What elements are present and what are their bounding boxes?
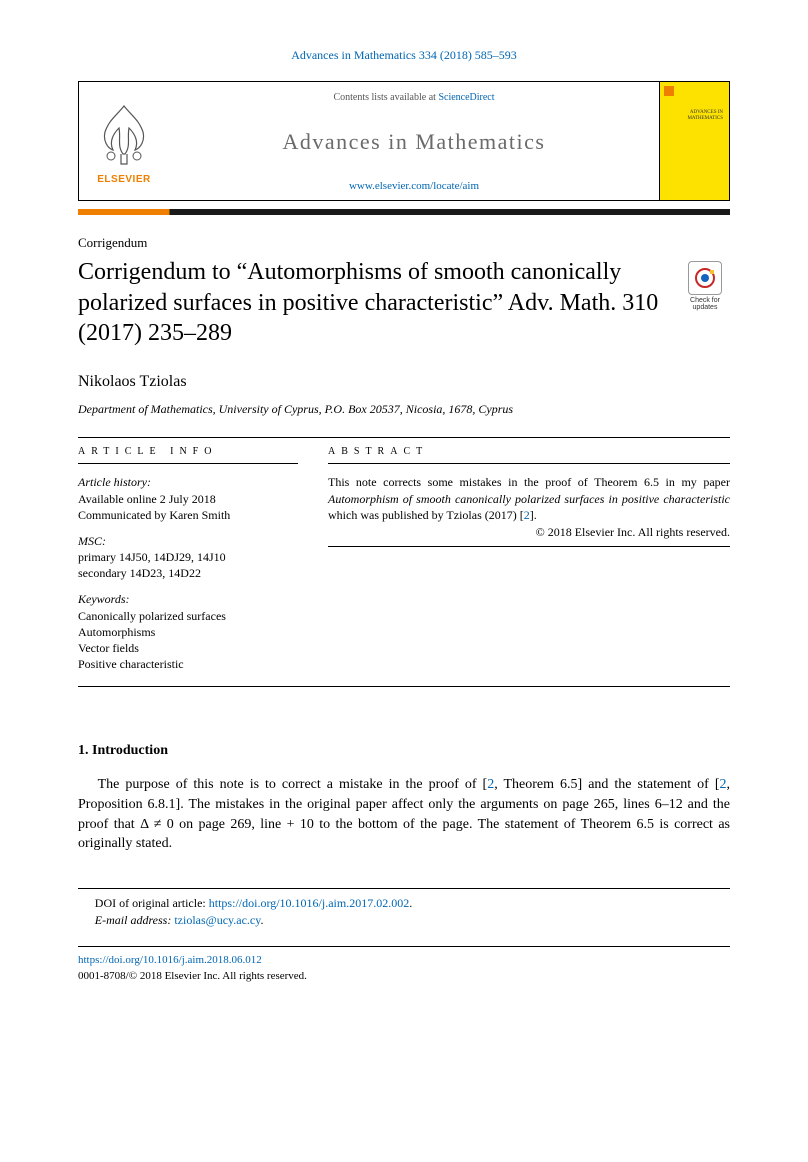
- cover-mini-line1: ADVANCES IN: [687, 110, 723, 116]
- abstract-post: which was published by Tziolas (2017) [: [328, 508, 524, 522]
- journal-header-box: ELSEVIER Contents lists available at Sci…: [78, 81, 730, 201]
- author-name: Nikolaos Tziolas: [78, 373, 730, 391]
- article-type: Corrigendum: [78, 235, 730, 251]
- body-text-1b: , Theorem 6.5] and the statement of [: [494, 777, 719, 792]
- contents-lists-line: Contents lists available at ScienceDirec…: [177, 92, 651, 103]
- abstract-pre: This note corrects some mistakes in the …: [328, 475, 730, 489]
- msc-header: MSC:: [78, 533, 298, 549]
- available-online: Available online 2 July 2018: [78, 491, 298, 507]
- section-heading-introduction: 1. Introduction: [78, 743, 730, 759]
- copyright-line: © 2018 Elsevier Inc. All rights reserved…: [328, 525, 730, 540]
- keyword-2: Automorphisms: [78, 624, 298, 640]
- journal-cover-thumbnail[interactable]: ADVANCES IN MATHEMATICS: [659, 82, 729, 200]
- elsevier-wordmark: ELSEVIER: [97, 174, 150, 185]
- keywords-header: Keywords:: [78, 591, 298, 607]
- keyword-4: Positive characteristic: [78, 656, 298, 672]
- cover-corner-icon: [664, 86, 674, 96]
- email-end: .: [260, 913, 263, 927]
- article-history-header: Article history:: [78, 474, 298, 490]
- author-email-link[interactable]: tziolas@ucy.ac.cy: [174, 913, 260, 927]
- journal-reference[interactable]: Advances in Mathematics 334 (2018) 585–5…: [78, 48, 730, 63]
- citation-link-2[interactable]: 2: [720, 777, 727, 792]
- info-bottom-divider: [78, 686, 730, 687]
- article-doi-link[interactable]: https://doi.org/10.1016/j.aim.2018.06.01…: [78, 954, 262, 966]
- check-updates-label: Check for updates: [690, 297, 720, 311]
- abstract-paper-title: Automorphism of smooth canonically polar…: [328, 492, 730, 506]
- body-paragraph-1: The purpose of this note is to correct a…: [78, 775, 730, 853]
- doi-original-end: .: [409, 896, 412, 910]
- journal-homepage-link[interactable]: www.elsevier.com/locate/aim: [177, 180, 651, 192]
- doi-original-label: DOI of original article:: [95, 896, 209, 910]
- keyword-1: Canonically polarized surfaces: [78, 608, 298, 624]
- keyword-3: Vector fields: [78, 640, 298, 656]
- contents-prefix: Contents lists available at: [333, 92, 438, 103]
- footnotes: DOI of original article: https://doi.org…: [78, 888, 730, 929]
- abstract-text: This note corrects some mistakes in the …: [328, 474, 730, 523]
- msc-primary: primary 14J50, 14DJ29, 14J10: [78, 549, 298, 565]
- author-affiliation: Department of Mathematics, University of…: [78, 401, 730, 417]
- body-text-1a: The purpose of this note is to correct a…: [98, 777, 488, 792]
- abstract-divider: [328, 546, 730, 547]
- header-gradient-bar: [78, 209, 730, 215]
- journal-name: Advances in Mathematics: [177, 129, 651, 155]
- sciencedirect-link[interactable]: ScienceDirect: [438, 92, 494, 103]
- email-label: E-mail address:: [95, 913, 175, 927]
- abstract-label: abstract: [328, 438, 730, 464]
- crossmark-icon: [688, 261, 722, 295]
- page-footer: https://doi.org/10.1016/j.aim.2018.06.01…: [78, 946, 730, 984]
- issn-copyright: 0001-8708/© 2018 Elsevier Inc. All right…: [78, 969, 730, 984]
- cover-mini-line2: MATHEMATICS: [687, 116, 723, 122]
- article-info-label: article info: [78, 438, 298, 464]
- doi-original-link[interactable]: https://doi.org/10.1016/j.aim.2017.02.00…: [209, 896, 409, 910]
- communicated-by: Communicated by Karen Smith: [78, 507, 298, 523]
- msc-secondary: secondary 14D23, 14D22: [78, 565, 298, 581]
- abstract-end: ].: [530, 508, 537, 522]
- elsevier-logo[interactable]: ELSEVIER: [79, 82, 169, 200]
- elsevier-tree-icon: [91, 98, 157, 170]
- article-title: Corrigendum to “Automorphisms of smooth …: [78, 257, 664, 349]
- check-for-updates-button[interactable]: Check for updates: [680, 257, 730, 311]
